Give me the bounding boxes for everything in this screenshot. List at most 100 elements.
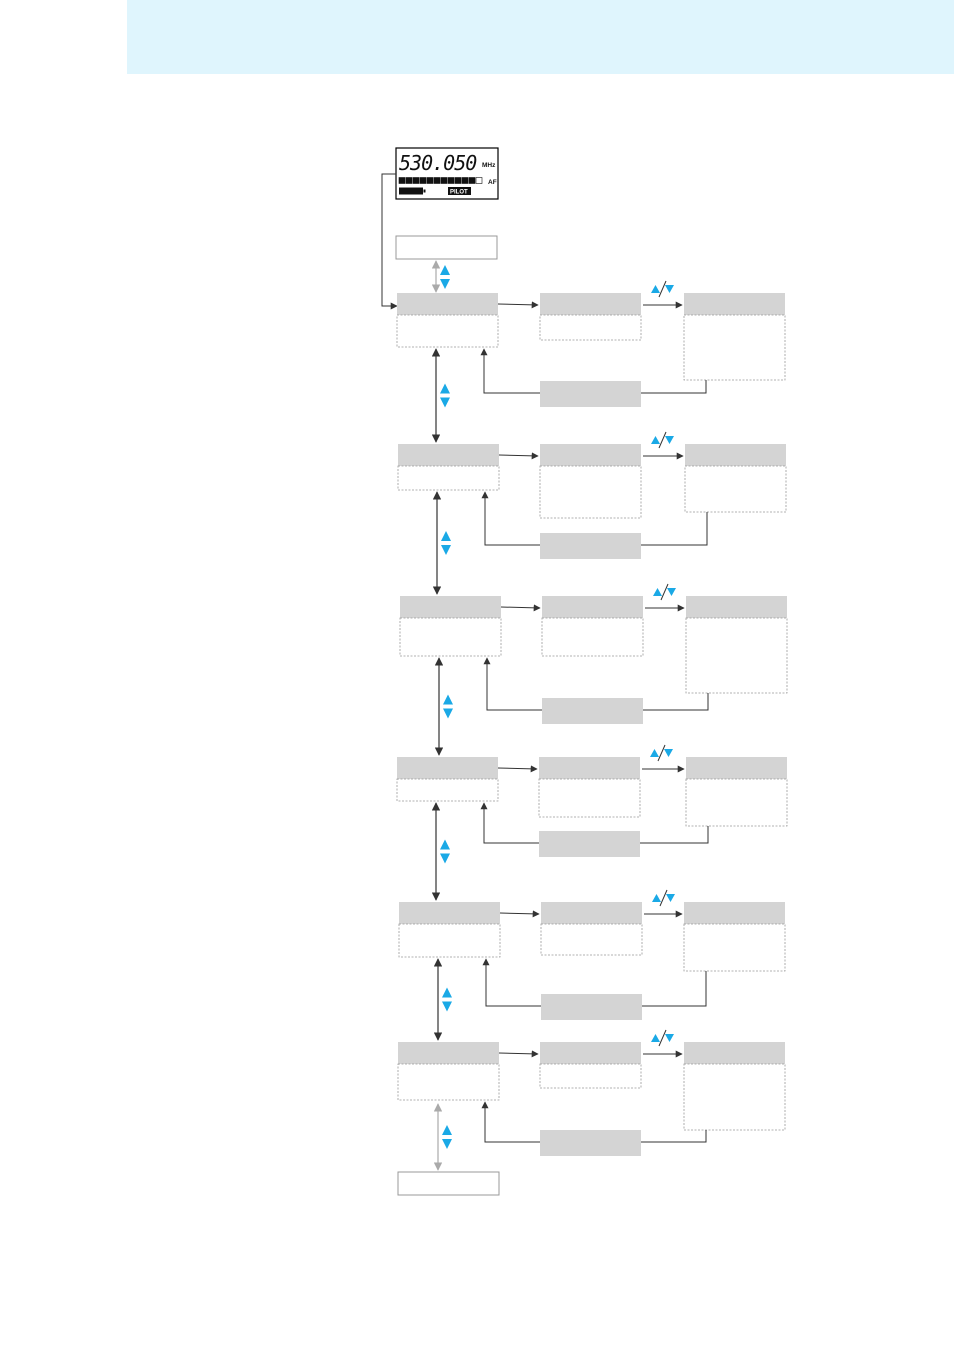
af-segment	[419, 177, 427, 184]
af-segment	[433, 177, 441, 184]
down-triangle	[443, 708, 453, 719]
up-triangle	[652, 894, 661, 902]
up-slash-down-icon	[651, 1029, 674, 1047]
setting-body	[683, 1063, 786, 1131]
slash	[659, 889, 668, 907]
up-triangle	[443, 694, 453, 705]
menu-item-header	[397, 757, 498, 779]
down-triangle	[441, 545, 451, 555]
return-line-right	[640, 826, 709, 844]
arrow-to-submenu	[497, 765, 538, 773]
up-triangle	[651, 285, 660, 293]
submenu-header	[542, 596, 643, 618]
return-line-right	[642, 971, 707, 1007]
up-down-triangles-icon	[442, 1125, 452, 1149]
return-line-left	[482, 958, 541, 1007]
submenu-body	[541, 617, 644, 657]
navigation-icons	[440, 265, 453, 1149]
setting-header	[685, 444, 786, 466]
menu-row	[396, 744, 788, 857]
down-triangle	[665, 436, 674, 444]
af-segment	[468, 177, 476, 184]
af-segment	[426, 177, 434, 184]
af-segment	[440, 177, 448, 184]
lcd-frequency: 530.050	[399, 151, 477, 175]
lcd-pilot-label: PILOT	[450, 190, 468, 196]
menu-item-body	[396, 778, 499, 802]
menu-row	[397, 431, 787, 559]
return-line-right	[641, 1130, 707, 1143]
store-box	[540, 533, 641, 559]
up-triangle	[440, 383, 450, 394]
display-connector	[381, 173, 398, 310]
up-triangle	[441, 531, 451, 541]
submenu-header	[539, 757, 640, 779]
up-triangle	[653, 588, 662, 596]
down-triangle	[667, 588, 676, 596]
store-box	[539, 831, 640, 857]
setting-body	[684, 465, 787, 513]
setting-header	[686, 757, 787, 779]
af-segment	[454, 177, 462, 184]
store-box	[540, 1130, 641, 1156]
submenu-header	[540, 293, 641, 315]
up-triangle	[440, 265, 450, 275]
up-slash-down-icon	[651, 431, 674, 449]
menu-row	[396, 280, 786, 407]
menu-row	[397, 1029, 786, 1156]
up-down-triangles-icon	[442, 987, 452, 1012]
return-line-right	[643, 693, 709, 711]
store-box	[541, 994, 642, 1020]
up-triangle	[440, 839, 450, 850]
arrow-to-submenu	[497, 301, 539, 309]
bottom-menu-box	[397, 1171, 500, 1196]
af-level-meter	[398, 177, 483, 184]
battery-icon	[399, 187, 426, 195]
setting-header	[686, 596, 787, 618]
return-line-left	[481, 1101, 540, 1143]
submenu-body	[538, 778, 641, 818]
up-down-triangles-icon	[443, 694, 453, 719]
down-triangle	[665, 1034, 674, 1042]
setting-body	[683, 923, 786, 972]
return-line-right	[641, 512, 708, 546]
up-down-triangles-icon	[440, 383, 450, 408]
menu-item-header	[398, 444, 499, 466]
menu-item-body	[399, 617, 502, 657]
menu-row	[398, 889, 786, 1020]
setting-header	[684, 1042, 785, 1064]
return-line-left	[480, 348, 540, 394]
setting-body	[685, 778, 788, 827]
menu-item-header	[400, 596, 501, 618]
up-down-triangles-icon	[440, 265, 450, 289]
down-triangle	[442, 1139, 452, 1149]
menu-item-body	[396, 314, 499, 348]
lcd-display: 530.050 MHz AF PILOT	[395, 147, 499, 200]
store-box	[542, 698, 643, 724]
up-triangle	[442, 987, 452, 998]
submenu-body	[539, 465, 642, 519]
arrow-to-submenu	[499, 910, 540, 918]
submenu-header	[541, 902, 642, 924]
up-down-triangles-icon	[441, 531, 451, 555]
menu-item-body	[398, 923, 501, 958]
up-slash-down-icon	[652, 889, 675, 907]
af-segment	[447, 177, 455, 184]
slash	[658, 1029, 667, 1047]
menu-row	[399, 583, 788, 724]
down-triangle	[442, 1001, 452, 1012]
slash	[658, 280, 667, 298]
lcd-unit: MHz	[482, 162, 496, 169]
setting-header	[684, 293, 785, 315]
menu-rows	[396, 280, 788, 1156]
down-triangle	[666, 894, 675, 902]
setting-body	[685, 617, 788, 694]
submenu-body	[540, 923, 643, 956]
menu-item-header	[397, 293, 498, 315]
af-segment	[405, 177, 413, 184]
up-triangle	[651, 1034, 660, 1042]
down-triangle	[440, 397, 450, 408]
af-segment	[412, 177, 420, 184]
header-band	[127, 0, 954, 74]
